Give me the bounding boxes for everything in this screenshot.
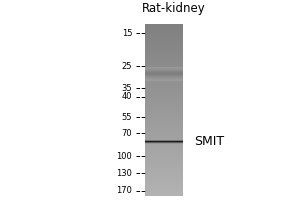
Text: Rat-kidney: Rat-kidney bbox=[142, 2, 206, 15]
Text: SMIT: SMIT bbox=[194, 135, 225, 148]
Text: 170: 170 bbox=[116, 186, 132, 195]
Text: 35: 35 bbox=[122, 84, 132, 93]
Text: 130: 130 bbox=[116, 169, 132, 178]
Text: 70: 70 bbox=[122, 129, 132, 138]
Text: 55: 55 bbox=[122, 113, 132, 122]
Text: 100: 100 bbox=[116, 152, 132, 161]
Text: 15: 15 bbox=[122, 29, 132, 38]
Text: 25: 25 bbox=[122, 62, 132, 71]
Text: 40: 40 bbox=[122, 92, 132, 101]
